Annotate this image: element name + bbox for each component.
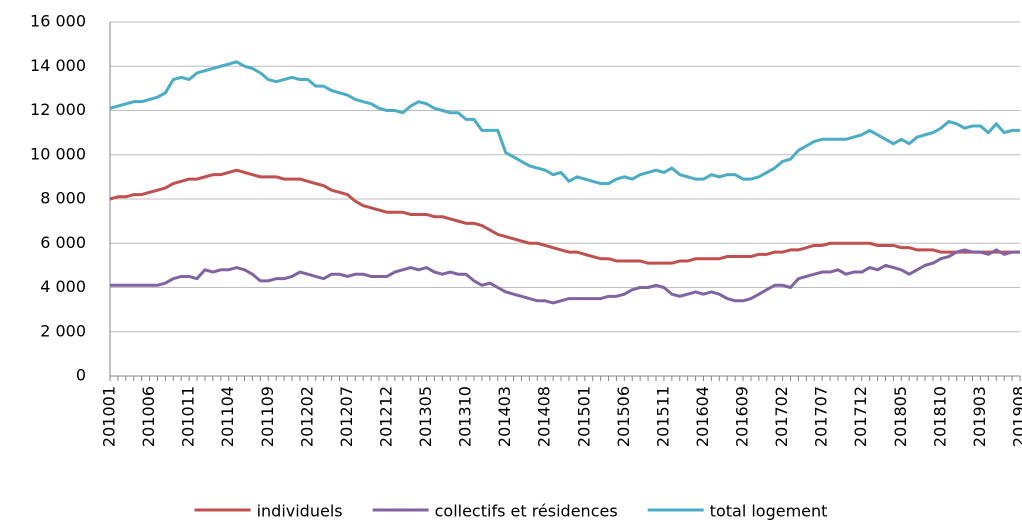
x-tick-label: 201810	[930, 386, 949, 447]
legend-label: total logement	[710, 502, 828, 521]
y-tick-label: 6 000	[40, 233, 86, 252]
series-line	[110, 248, 1020, 305]
y-tick-label: 2 000	[40, 321, 86, 340]
series-line	[109, 168, 1020, 265]
x-tick-label: 201604	[693, 386, 712, 447]
y-tick-label: 10 000	[30, 144, 86, 163]
x-tick-label: 201207	[337, 386, 356, 447]
x-tick-label: 201609	[733, 386, 752, 447]
x-tick-label: 201109	[258, 386, 277, 447]
y-tick-label: 4 000	[40, 277, 86, 296]
series-line	[109, 60, 1020, 186]
x-tick-label: 201011	[179, 386, 198, 447]
x-tick-label: 201408	[535, 386, 554, 447]
x-tick-label: 201202	[297, 386, 316, 447]
x-tick-label: 201712	[851, 386, 870, 447]
x-tick-label: 201707	[812, 386, 831, 447]
x-tick-label: 201006	[139, 386, 158, 447]
x-tick-label: 201403	[495, 386, 514, 447]
x-tick-label: 201310	[456, 386, 475, 447]
legend-label: collectifs et résidences	[435, 502, 618, 521]
y-tick-label: 0	[76, 366, 86, 385]
x-tick-label: 201908	[1010, 386, 1022, 447]
x-tick-label: 201001	[100, 386, 119, 447]
x-tick-label: 201702	[772, 386, 791, 447]
legend-label: individuels	[257, 502, 343, 521]
y-tick-label: 16 000	[30, 12, 86, 31]
x-tick-label: 201104	[218, 386, 237, 447]
x-tick-label: 201805	[891, 386, 910, 447]
x-tick-label: 201212	[376, 386, 395, 447]
x-tick-label: 201511	[653, 386, 672, 447]
y-tick-label: 8 000	[40, 189, 86, 208]
y-tick-label: 14 000	[30, 56, 86, 75]
x-tick-label: 201501	[574, 386, 593, 447]
x-tick-label: 201506	[614, 386, 633, 447]
x-tick-label: 201305	[416, 386, 435, 447]
y-tick-label: 12 000	[30, 100, 86, 119]
x-tick-label: 201903	[970, 386, 989, 447]
